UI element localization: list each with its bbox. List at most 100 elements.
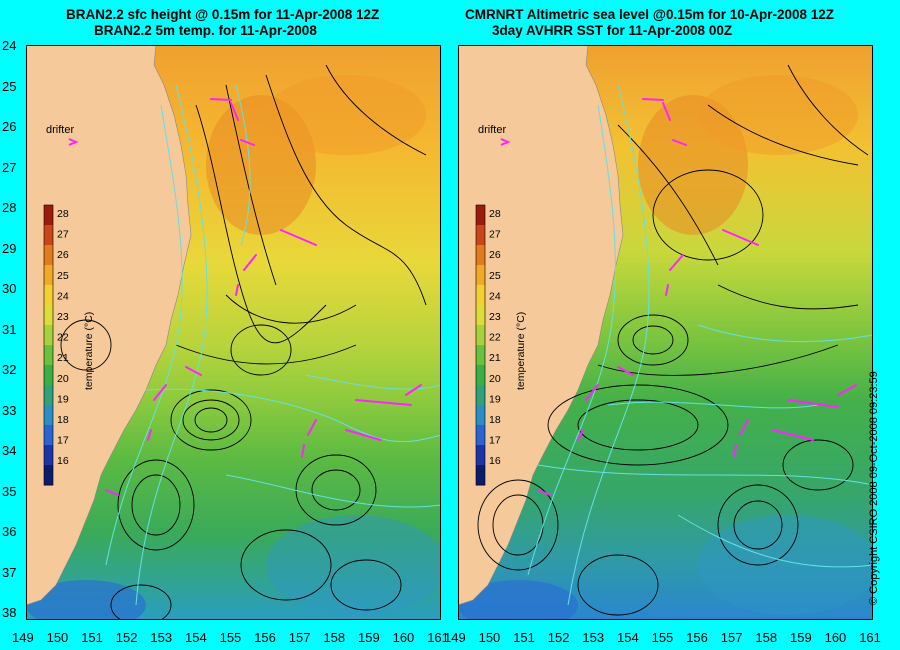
colorbar-segment xyxy=(476,465,485,486)
drifter-arrow xyxy=(405,384,422,396)
drifter-arrow xyxy=(280,229,317,246)
colorbar-segment xyxy=(44,405,53,426)
longitude-tick-label-left: 154 xyxy=(185,630,207,645)
cool-coastal-patch xyxy=(458,580,578,620)
drifter-arrow xyxy=(662,102,671,121)
latitude-tick-label: 27 xyxy=(2,159,17,175)
longitude-tick-label-right: 161 xyxy=(859,630,881,645)
colorbar-segment xyxy=(476,385,485,406)
drifter-arrow xyxy=(672,139,687,146)
drifter-arrow xyxy=(153,384,167,401)
sst-contours xyxy=(527,84,873,606)
drifter-arrow xyxy=(240,139,255,146)
latitude-tick-label: 34 xyxy=(2,443,17,458)
coastline-land xyxy=(26,45,192,606)
latitude-tick-label: 36 xyxy=(2,524,17,539)
colorbar-segment xyxy=(476,225,485,246)
longitude-tick-label-right: 160 xyxy=(824,630,847,645)
colorbar-tick-label: 16 xyxy=(489,455,501,467)
colorbar-segment xyxy=(44,285,53,306)
cool-water-patch xyxy=(698,515,873,615)
colorbar-segment xyxy=(44,305,53,326)
colorbar-segment xyxy=(44,385,53,406)
colorbar-tick-label: 28 xyxy=(57,208,69,220)
drifter-arrow xyxy=(210,98,232,101)
colorbar-segment xyxy=(44,445,53,466)
colorbar-tick-label: 19 xyxy=(57,393,69,405)
latitude-tick-label: 26 xyxy=(2,119,17,134)
colorbar-tick-label: 16 xyxy=(57,455,69,467)
colorbar-segment xyxy=(476,265,485,286)
latitude-tick-label: 25 xyxy=(2,78,17,94)
latitude-tick-label: 30 xyxy=(2,281,17,296)
drifter-arrow xyxy=(733,444,737,458)
colorbar-tick-label: 23 xyxy=(57,311,69,323)
drifter-arrow xyxy=(837,384,857,396)
colorbar-tick-label: 21 xyxy=(489,352,501,364)
map-frame xyxy=(26,45,441,620)
colorbar-segment xyxy=(476,305,485,326)
warm-water-patch xyxy=(698,75,858,155)
map-panel-bran: drifter 28 27 26 25 24 23 22 21 20 19 18 17 16 tempera… xyxy=(26,45,441,620)
longitude-tick-label-left: 151 xyxy=(81,630,103,645)
cool-coastal-patch xyxy=(26,580,146,620)
cool-water-patch xyxy=(266,515,441,615)
drifter-arrow xyxy=(669,254,684,271)
colorbar-tick-label: 18 xyxy=(489,414,501,426)
warm-water-patch xyxy=(266,75,426,155)
longitude-tick-label-left: 155 xyxy=(219,630,242,645)
colorbar-tick-label: 18 xyxy=(57,414,69,426)
drifter-arrow xyxy=(665,284,669,296)
drifter-legend-label: drifter xyxy=(46,124,74,136)
longitude-tick-label-right: 152 xyxy=(547,630,570,645)
drifter-arrow xyxy=(147,429,152,441)
longitude-tick-label-right: 155 xyxy=(651,630,674,645)
colorbar-tick-label: 24 xyxy=(57,290,69,302)
colorbar-tick-label: 17 xyxy=(57,435,69,447)
colorbar-segment xyxy=(476,365,485,386)
latitude-tick-label: 38 xyxy=(2,605,17,620)
longitude-tick-label-right: 159 xyxy=(790,630,812,645)
drifter-arrow xyxy=(537,489,551,496)
right-title-line1: CMRNRT Altimetric sea level @0.15m for 1… xyxy=(465,7,835,22)
colorbar-segment xyxy=(44,365,53,386)
longitude-tick-label-right: 150 xyxy=(478,630,501,645)
drifter-arrow xyxy=(585,384,599,401)
coastline-land xyxy=(458,45,624,606)
drifter-arrow xyxy=(301,444,305,458)
colorbar-segment xyxy=(44,325,53,346)
colorbar-segment xyxy=(476,405,485,426)
colorbar-tick-label: 28 xyxy=(489,208,501,220)
sst-contours xyxy=(105,84,441,606)
colorbar-tick-label: 23 xyxy=(489,311,501,323)
colorbar-segment xyxy=(44,465,53,486)
colorbar-tick-label: 19 xyxy=(489,393,501,405)
latitude-tick-label: 37 xyxy=(2,564,17,580)
longitude-tick-label-right: 157 xyxy=(720,630,743,645)
colorbar-tick-label: 25 xyxy=(489,270,501,282)
colorbar-segment xyxy=(476,425,485,446)
longitude-tick-label-left: 159 xyxy=(358,630,380,645)
right-title-line2: 3day AVHRR SST for 11-Apr-2008 00Z xyxy=(492,23,733,38)
longitude-tick-label-left: 150 xyxy=(46,630,69,645)
map-panel-cmrnrt: drifter 28 27 26 25 24 23 22 21 20 19 18 17 16 tempera… xyxy=(458,45,873,620)
colorbar-segment xyxy=(44,245,53,266)
drifter-tracks xyxy=(537,98,857,496)
longitude-tick-label-left: 157 xyxy=(288,630,311,645)
drifter-arrow xyxy=(230,102,239,121)
colorbar-tick-label: 17 xyxy=(489,435,501,447)
latitude-tick-label: 32 xyxy=(2,362,17,377)
colorbar-tick-label: 22 xyxy=(57,332,69,344)
latitude-tick-label: 28 xyxy=(2,200,17,215)
drifter-legend-label: drifter xyxy=(478,124,506,136)
colorbar-tick-label: 25 xyxy=(57,270,69,282)
longitude-tick-label-right: 158 xyxy=(755,630,778,645)
latitude-tick-label: 24 xyxy=(2,38,17,53)
colorbar-label: temperature (°C) xyxy=(515,312,527,390)
colorbar-segment xyxy=(476,285,485,306)
longitude-tick-label-left: 161 xyxy=(427,630,449,645)
drifter-arrow xyxy=(185,366,202,376)
colorbar-tick-label: 27 xyxy=(489,229,501,241)
colorbar-segment xyxy=(44,425,53,446)
drifter-legend-arrow xyxy=(500,138,511,146)
